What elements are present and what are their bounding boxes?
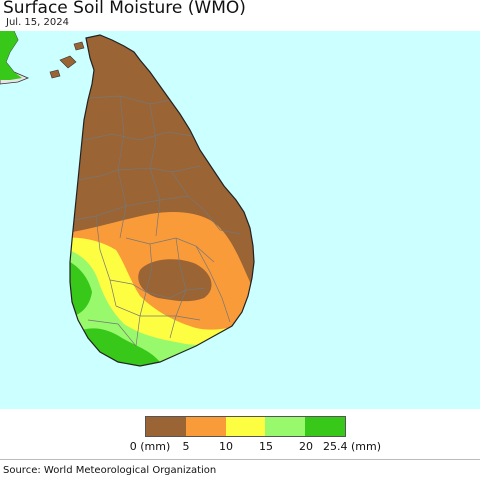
legend-swatch-15-20 [265, 417, 306, 436]
island-outline [69, 34, 255, 367]
legend-tick-20: 20 [299, 440, 313, 453]
source-credit: Source: World Meteorological Organizatio… [3, 465, 217, 476]
map-date: Jul. 15, 2024 [6, 17, 69, 28]
legend-tick-15: 15 [259, 440, 273, 453]
legend-swatch-0-5 [146, 417, 186, 436]
map-title: Surface Soil Moisture (WMO) [3, 0, 246, 18]
footer-divider [0, 459, 480, 460]
legend-tick-25: 25.4 (mm) [322, 440, 382, 453]
zone-wet-west [70, 258, 92, 316]
legend-tick-0: 0 (mm) [129, 440, 171, 453]
zone-wet-south [80, 328, 160, 366]
soil-moisture-map [0, 31, 480, 409]
legend-swatch-20-25 [305, 417, 345, 436]
legend-swatch-10-15 [225, 417, 266, 436]
jaffna-islands [49, 41, 85, 79]
zone-dry-center [138, 259, 212, 302]
legend-tick-10: 10 [219, 440, 233, 453]
legend-swatch-5-10 [185, 417, 226, 436]
district-borders [73, 95, 241, 347]
legend-tick-5: 5 [182, 440, 190, 453]
mainland-wet-zone [0, 31, 22, 80]
legend-color-bar [145, 416, 346, 437]
